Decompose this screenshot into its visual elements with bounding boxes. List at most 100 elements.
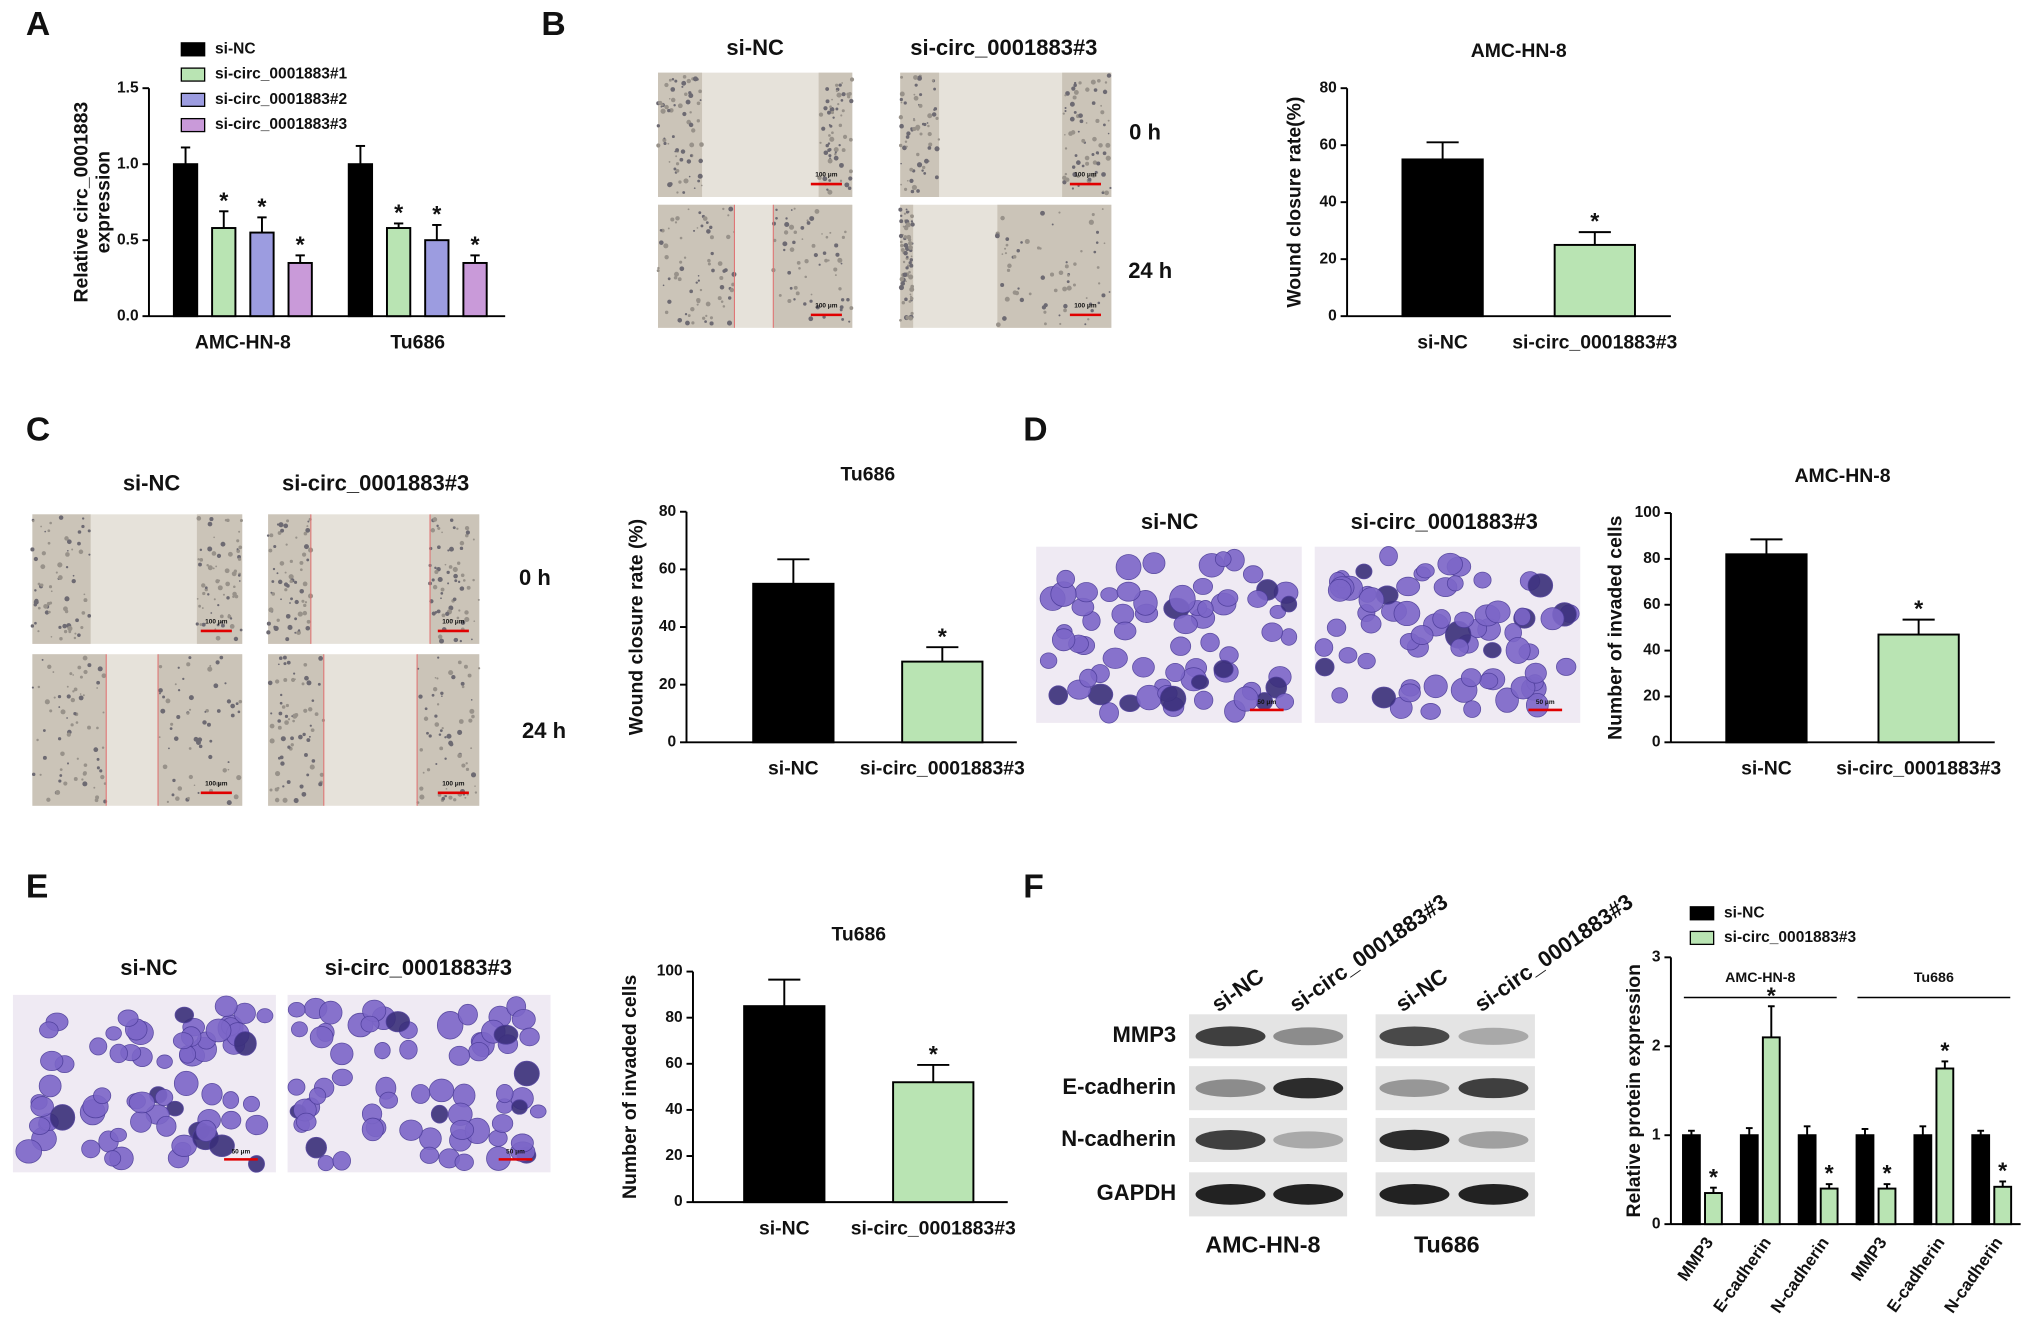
bar [1725,553,1808,744]
legend-swatch [180,42,206,57]
cell-speck [470,699,473,701]
cell-speck [918,103,923,108]
cell-speck [204,710,207,713]
cell [495,1084,514,1104]
cell-speck [1012,255,1017,259]
cell-speck [65,552,70,557]
cell-speck [1064,264,1069,269]
cell-speck [441,727,444,730]
x-tick-label: N-cadherin [1767,1234,1833,1317]
cell-speck [301,599,305,603]
cell-speck [186,712,190,715]
cell-speck [177,666,180,669]
cell-speck [818,263,821,266]
cell-speck [679,157,684,162]
cell-speck [1044,322,1047,326]
protein-label: MMP3 [1113,1022,1177,1047]
cell-speck [53,696,56,699]
cell-speck [1080,249,1083,253]
cell [331,1068,353,1087]
cell [1460,668,1482,688]
x-tick-label: si-circ_0001883#3 [860,758,1025,780]
cell-speck [39,773,42,776]
cell [468,1042,490,1062]
cell-speck [275,679,280,684]
y-tick-label: 80 [659,503,676,520]
cell-speck [684,92,688,96]
cell-speck [821,126,826,131]
cell-speck [909,167,914,172]
cell-speck [828,148,832,152]
cell-speck [1106,73,1112,78]
cell [450,1119,475,1140]
cell-speck [303,708,308,713]
cell-speck [1085,297,1088,300]
cell-speck [224,682,227,685]
cell-speck [841,148,846,152]
cell [1450,638,1469,657]
scale-bar-label: 50 μm [1257,699,1276,706]
cell [1173,614,1198,635]
cell-speck [43,604,48,609]
cell-speck [792,240,796,245]
y-tick-label: 60 [1319,136,1336,153]
column-label: si-NC [120,955,178,980]
cell-speck [66,732,71,737]
cell-speck [697,179,701,183]
cell-speck [435,762,438,765]
cell-speck [96,680,100,685]
y-axis-label: expression [92,151,114,253]
cell-speck [931,79,935,82]
cell-speck [827,259,830,262]
cell-speck [55,790,61,795]
cell-speck [832,116,835,119]
cell [40,1050,64,1072]
cell-speck [444,563,447,566]
cell-speck [673,167,677,171]
cell-speck [160,708,166,714]
cell-speck [1072,172,1078,177]
cell-speck [474,791,478,794]
cell-speck [931,112,937,117]
cell [1331,687,1349,704]
cell-speck [309,724,312,727]
cell-speck [1020,241,1023,244]
cell-speck [453,637,458,643]
cell [1200,632,1220,653]
cell-speck [898,233,904,239]
cell-speck [899,276,905,282]
legend-swatch [180,92,206,107]
cell-speck [226,596,230,600]
cell-speck [905,145,908,148]
cell-speck [659,240,664,245]
cell [1115,554,1142,581]
cell-speck [783,230,789,235]
cell-speck [457,580,461,583]
cell-speck [419,794,425,800]
cell-speck [193,784,196,787]
cell [1261,622,1284,642]
cell-speck [727,214,730,217]
cell-speck [1063,308,1067,313]
cell-speck [801,238,804,241]
cell-speck [169,727,173,731]
cell-speck [299,589,304,594]
cell-speck [66,539,72,545]
cell [519,1027,540,1047]
cell-speck [1004,296,1010,302]
cell-speck [284,720,289,725]
column-label: si-circ_0001883#3 [1351,509,1538,534]
cell-speck [219,614,224,619]
cell [1371,686,1396,709]
cell-speck [280,736,286,742]
cell-speck [903,235,908,239]
cell-speck [83,669,88,675]
cell [385,1011,411,1033]
cell-speck [904,297,908,302]
cell-speck [229,624,235,629]
cell-speck [432,584,438,590]
cell-speck [689,154,693,157]
cell-speck [1104,81,1108,84]
cell-speck [682,75,687,79]
cell-speck [800,226,805,230]
